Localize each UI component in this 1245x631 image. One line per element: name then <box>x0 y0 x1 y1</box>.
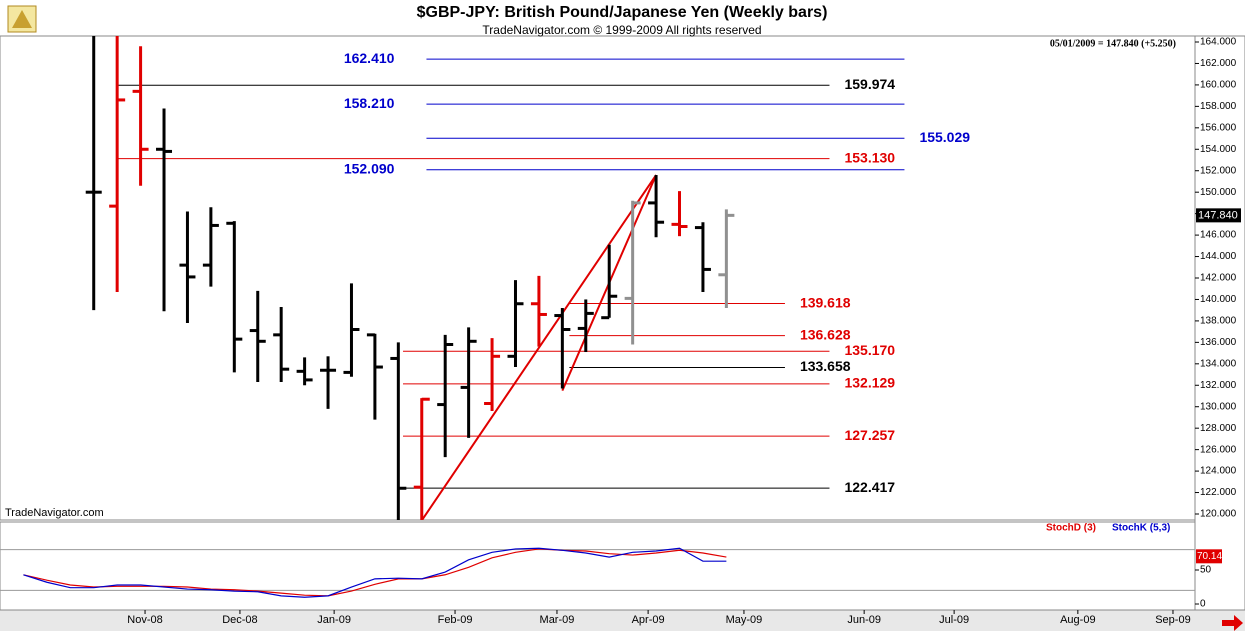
y-tick-label: 164.000 <box>1200 37 1237 48</box>
level-label: 132.129 <box>844 375 895 391</box>
last-value-label: 70.14 <box>1197 551 1222 562</box>
y-tick-label: 160.000 <box>1200 80 1237 91</box>
chart-subtitle: TradeNavigator.com © 1999-2009 All right… <box>482 23 761 37</box>
y-tick-label: 134.000 <box>1200 358 1237 369</box>
y-tick-label: 128.000 <box>1200 423 1237 434</box>
level-label: 155.029 <box>919 129 970 145</box>
y-axis-band <box>1194 35 1245 611</box>
y-tick-label: 122.000 <box>1200 487 1237 498</box>
y-tick-label: 146.000 <box>1200 230 1237 241</box>
scroll-arrow[interactable] <box>1222 615 1243 631</box>
y-tick-label: 130.000 <box>1200 401 1237 412</box>
legend-label: StochD (3) <box>1046 523 1096 534</box>
y-tick-label: 136.000 <box>1200 337 1237 348</box>
watermark: TradeNavigator.com <box>5 507 104 519</box>
level-label: 162.410 <box>344 50 395 66</box>
y-tick-label: 158.000 <box>1200 101 1237 112</box>
y-tick-label: 120.000 <box>1200 509 1237 520</box>
legend-label: StochK (5,3) <box>1112 523 1170 534</box>
x-tick-label: Sep-09 <box>1155 614 1190 626</box>
y-tick-label: 50 <box>1200 565 1212 576</box>
y-tick-label: 138.000 <box>1200 316 1237 327</box>
y-tick-label: 150.000 <box>1200 187 1237 198</box>
y-tick-label: 140.000 <box>1200 294 1237 305</box>
logo <box>7 5 37 33</box>
x-tick-label: Dec-08 <box>222 614 257 626</box>
y-tick-label: 126.000 <box>1200 444 1237 455</box>
x-tick-label: Jan-09 <box>317 614 351 626</box>
y-tick-label: 152.000 <box>1200 165 1237 176</box>
level-label: 135.170 <box>844 342 895 358</box>
level-label: 133.658 <box>800 358 851 374</box>
level-label: 139.618 <box>800 294 851 310</box>
level-label: 153.130 <box>844 149 895 165</box>
y-tick-label: 0 <box>1200 599 1206 610</box>
stoch-line <box>23 548 727 597</box>
stoch-panel <box>0 521 1196 611</box>
info: 05/01/2009 = 147.840 (+5.250) <box>1050 38 1176 49</box>
y-tick-label: 132.000 <box>1200 380 1237 391</box>
y-tick-label: 142.000 <box>1200 273 1237 284</box>
stoch-line <box>23 547 727 598</box>
y-tick-label: 162.000 <box>1200 58 1237 69</box>
x-tick-label: Jul-09 <box>939 614 969 626</box>
x-tick-label: Nov-08 <box>127 614 162 626</box>
x-tick-label: Apr-09 <box>632 614 665 626</box>
plot-area <box>85 36 905 520</box>
level-label: 136.628 <box>800 326 851 342</box>
x-tick-label: Mar-09 <box>540 614 575 626</box>
chart-title: $GBP-JPY: British Pound/Japanese Yen (We… <box>417 4 828 21</box>
y-tick-label: 154.000 <box>1200 144 1237 155</box>
x-tick-label: Aug-09 <box>1060 614 1095 626</box>
trendline <box>420 174 657 520</box>
level-label: 152.090 <box>344 160 395 176</box>
y-tick-label: 124.000 <box>1200 466 1237 477</box>
x-tick-label: Feb-09 <box>438 614 473 626</box>
y-tick-label: 156.000 <box>1200 122 1237 133</box>
x-tick-label: May-09 <box>726 614 763 626</box>
last-value-box <box>1196 549 1222 564</box>
y-tick-label: 144.000 <box>1200 251 1237 262</box>
last-price-label: 147.840 <box>1198 209 1238 221</box>
x-tick-label: Jun-09 <box>847 614 881 626</box>
level-label: 122.417 <box>844 479 895 495</box>
x-axis-band <box>0 610 1245 631</box>
level-label: 159.974 <box>844 76 895 92</box>
last-price-box <box>1196 208 1241 223</box>
level-label: 127.257 <box>844 427 895 443</box>
level-label: 158.210 <box>344 95 395 111</box>
